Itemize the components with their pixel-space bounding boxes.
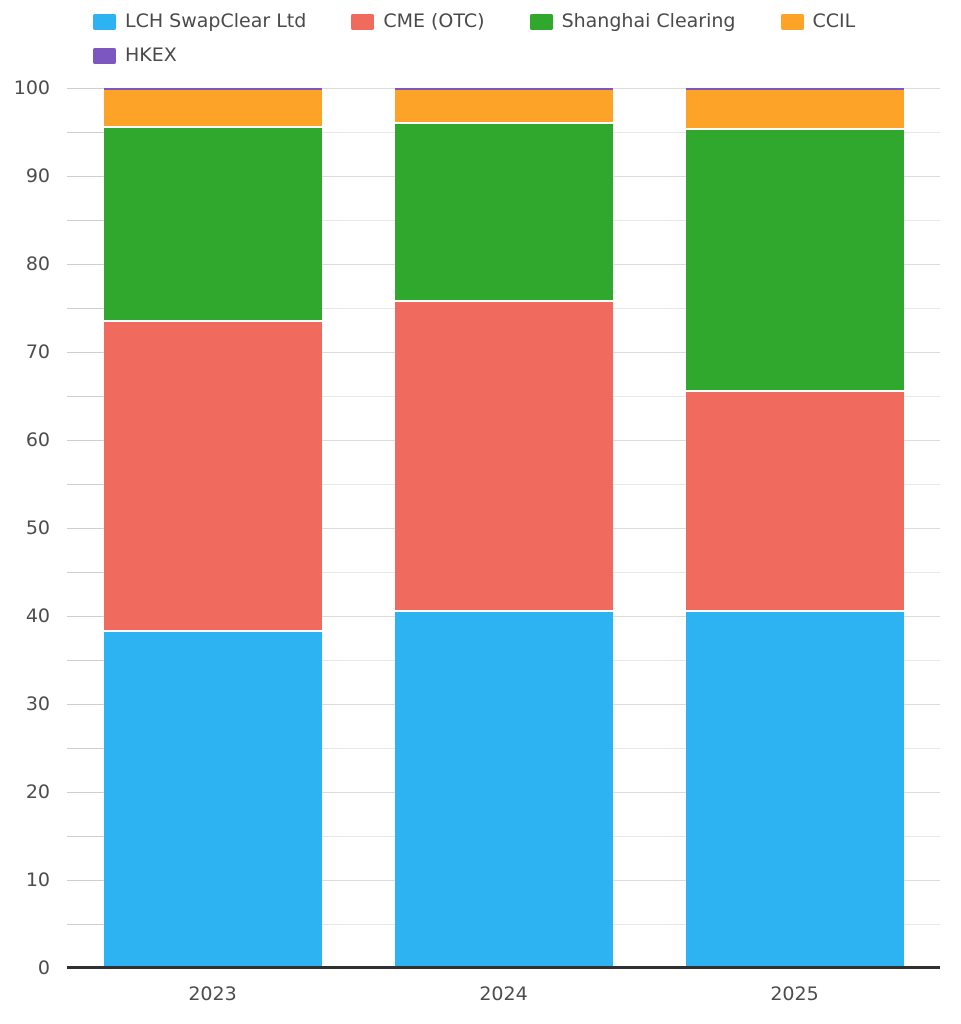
bar-segment[interactable]	[103, 89, 322, 128]
legend-swatch-icon	[93, 13, 116, 30]
y-axis-label: 0	[37, 957, 50, 979]
y-axis-tick	[67, 220, 103, 221]
y-axis-label: 10	[25, 869, 50, 891]
y-axis-tick	[67, 264, 103, 265]
bar-segment[interactable]	[103, 88, 322, 90]
y-axis-tick	[67, 748, 103, 749]
y-axis-tick	[67, 132, 103, 133]
bar-segment[interactable]	[394, 124, 613, 302]
y-axis-label: 70	[25, 341, 50, 363]
legend-item-label: CCIL	[812, 10, 856, 32]
y-axis-label: 100	[13, 77, 50, 99]
legend-item[interactable]: Shanghai Clearing	[529, 10, 736, 33]
x-axis-label: 2024	[479, 983, 528, 1005]
bar-segment[interactable]	[394, 89, 613, 125]
x-axis-line	[67, 966, 940, 969]
y-axis-label: 20	[25, 781, 50, 803]
y-axis-tick	[67, 528, 103, 529]
y-axis-tick	[67, 792, 103, 793]
legend-swatch-icon	[351, 13, 375, 30]
y-axis-tick	[67, 836, 103, 837]
legend-swatch-icon	[93, 47, 116, 64]
y-axis-tick	[67, 880, 103, 881]
legend-item-label: HKEX	[125, 44, 177, 66]
y-axis-tick	[67, 352, 103, 353]
y-axis-label: 60	[25, 429, 50, 451]
y-axis-tick	[67, 440, 103, 441]
x-axis-label: 2025	[770, 983, 819, 1005]
y-axis-tick	[67, 396, 103, 397]
bar-segment[interactable]	[685, 612, 904, 968]
bar-segment[interactable]	[685, 88, 904, 90]
bar-segment[interactable]	[103, 631, 322, 968]
bar-segment[interactable]	[394, 301, 613, 613]
legend-item[interactable]: CCIL	[780, 10, 856, 33]
y-axis-tick	[67, 88, 103, 89]
bar-segment[interactable]	[685, 89, 904, 131]
y-axis-tick	[67, 176, 103, 177]
x-axis-label: 2023	[188, 983, 237, 1005]
legend-item[interactable]: LCH SwapClear Ltd	[93, 10, 306, 33]
y-axis-label: 50	[25, 517, 50, 539]
y-axis-tick	[67, 660, 103, 661]
bar-segment[interactable]	[103, 322, 322, 632]
y-axis-tick	[67, 572, 103, 573]
legend-item-label: LCH SwapClear Ltd	[125, 10, 307, 32]
legend-item[interactable]: CME (OTC)	[351, 10, 485, 33]
y-axis-tick	[67, 704, 103, 705]
y-axis-label: 80	[25, 253, 50, 275]
chart-legend: LCH SwapClear Ltd CME (OTC) Shanghai Clear…	[93, 10, 943, 67]
bar-segment[interactable]	[103, 127, 322, 323]
legend-swatch-icon	[780, 13, 804, 30]
bar-segment[interactable]	[685, 391, 904, 613]
bar-segment[interactable]	[394, 612, 613, 968]
y-axis-tick	[67, 616, 103, 617]
legend-swatch-icon	[529, 13, 553, 30]
legend-item-label: Shanghai Clearing	[561, 10, 736, 32]
y-axis-tick	[67, 924, 103, 925]
legend-item[interactable]: HKEX	[93, 44, 177, 67]
y-axis-label: 30	[25, 693, 50, 715]
y-axis-label: 90	[25, 165, 50, 187]
y-axis-tick	[67, 308, 103, 309]
bar-segment[interactable]	[394, 88, 613, 90]
bar-segment[interactable]	[685, 130, 904, 392]
y-axis-label: 40	[25, 605, 50, 627]
legend-item-label: CME (OTC)	[383, 10, 485, 32]
y-axis-tick	[67, 484, 103, 485]
